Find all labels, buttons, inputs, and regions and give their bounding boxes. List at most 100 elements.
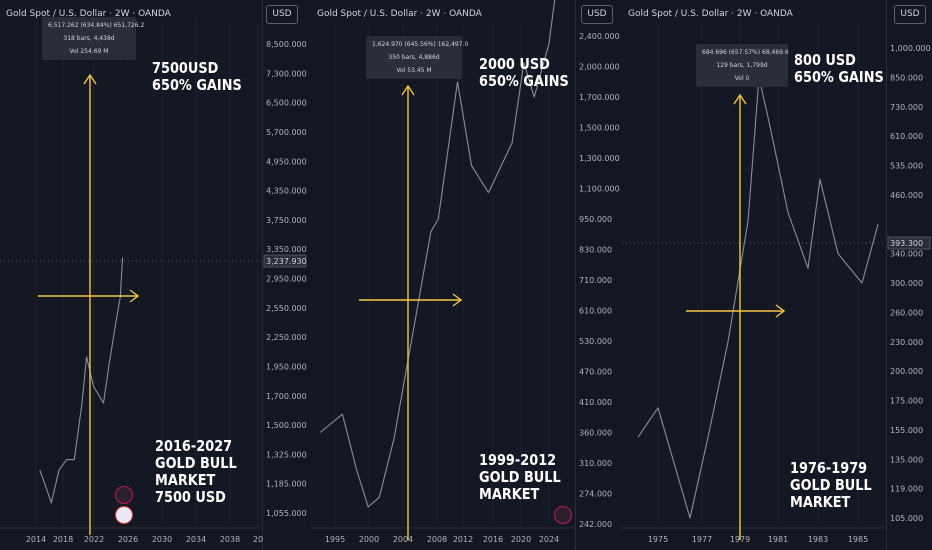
x-tick-label: 2022 xyxy=(84,535,104,544)
y-tick-label: 260.000 xyxy=(890,308,923,317)
y-tick-label: 119.000 xyxy=(890,485,923,494)
annotation-bottom-1-line-2: GOLD BULL xyxy=(155,454,237,472)
y-tick-label: 360.000 xyxy=(579,429,612,438)
y-tick-label: 950.000 xyxy=(579,215,612,224)
tooltip-change-1: 6,517.262 (634.84%) 651,726.2 xyxy=(48,22,145,29)
tooltip-volume-1: Vol 254.69 M xyxy=(69,48,109,55)
tooltip-volume-3: Vol 0 xyxy=(734,75,750,82)
y-tick-label: 135.000 xyxy=(890,455,923,464)
arrow-head-up xyxy=(733,93,747,105)
annotation-top-3-line-1: 800 USD xyxy=(794,51,856,69)
chart-title-1: Gold Spot / U.S. Dollar · 2W · OANDA xyxy=(6,9,171,19)
annotation-bottom-1-line-3: MARKET xyxy=(155,471,216,489)
y-tick-label: 2,550.000 xyxy=(266,304,307,313)
price-axis-3 xyxy=(886,0,932,550)
annotation-top-2-line-1: 2000 USD xyxy=(479,55,550,73)
x-tick-label: 1983 xyxy=(808,535,828,544)
time-axis-band xyxy=(311,528,575,550)
arrow-head-right xyxy=(129,289,140,303)
y-tick-label: 3,350.000 xyxy=(266,245,307,254)
y-tick-label: 530.000 xyxy=(579,337,612,346)
current-price-label: 3,237.930 xyxy=(266,257,307,266)
flash-icon[interactable] xyxy=(115,486,133,504)
price-axis-labels: 2,400.000 2,000.000 1,700.000 1,500.000 1,30… xyxy=(325,32,620,544)
y-tick-label: 1,500.000 xyxy=(579,124,620,133)
chart-panel-1: Gold Spot / U.S. Dollar · 2W · OANDA USD… xyxy=(0,0,310,550)
chart-title-2: Gold Spot / U.S. Dollar · 2W · OANDA xyxy=(317,9,482,19)
x-tick-label: 1985 xyxy=(848,535,868,544)
x-tick-label: 20 xyxy=(253,535,263,544)
currency-button-3[interactable]: USD xyxy=(894,5,926,24)
x-tick-label: 1977 xyxy=(692,535,712,544)
y-tick-label: 6,500.000 xyxy=(266,99,307,108)
y-tick-label: 470.000 xyxy=(579,368,612,377)
chart-title-3: Gold Spot / U.S. Dollar · 2W · OANDA xyxy=(628,9,793,19)
annotation-bottom-1: 2016-2027 GOLD BULL MARKET 7500 USD xyxy=(155,438,237,506)
arrow-head-right xyxy=(775,304,786,318)
x-tick-label: 1981 xyxy=(768,535,788,544)
annotation-top-3-line-2: 650% GAINS xyxy=(794,68,884,86)
price-series-line xyxy=(39,257,124,504)
price-chart-1 xyxy=(0,22,262,550)
x-tick-label: 2026 xyxy=(118,535,138,544)
y-tick-label: 1,055.000 xyxy=(266,509,307,518)
annotation-bottom-3: 1976-1979 GOLD BULL MARKET xyxy=(790,460,872,511)
x-tick-label: 2024 xyxy=(539,535,559,544)
y-tick-label: 1,185.000 xyxy=(266,480,307,489)
currency-button-1[interactable]: USD xyxy=(266,5,298,24)
y-tick-label: 830.000 xyxy=(579,246,612,255)
annotation-top-3: 800 USD 650% GAINS xyxy=(794,52,884,86)
currency-button-2[interactable]: USD xyxy=(581,5,613,24)
y-tick-label: 242.000 xyxy=(579,520,612,529)
y-tick-label: 155.000 xyxy=(890,426,923,435)
y-tick-label: 340.000 xyxy=(890,250,923,259)
y-tick-label: 4,350.000 xyxy=(266,187,307,196)
x-tick-label: 2030 xyxy=(152,535,172,544)
current-price-label: 393.300 xyxy=(890,239,923,248)
y-tick-label: 8,500.000 xyxy=(266,40,307,49)
y-tick-label: 1,300.000 xyxy=(579,154,620,163)
y-tick-label: 410.000 xyxy=(579,398,612,407)
price-axis-1 xyxy=(262,0,310,550)
y-tick-label: 535.000 xyxy=(890,162,923,171)
y-tick-label: 4,950.000 xyxy=(266,157,307,166)
arrow-head-right xyxy=(452,293,463,307)
measure-tooltip-1: 6,517.262 (634.84%) 651,726.2 318 bars, … xyxy=(42,17,145,60)
x-tick-label: 2020 xyxy=(511,535,531,544)
y-tick-label: 610.000 xyxy=(890,132,923,141)
annotation-bottom-1-line-1: 2016-2027 xyxy=(155,437,233,455)
y-tick-label: 274.000 xyxy=(579,490,612,499)
arrow-head-up xyxy=(83,73,97,85)
tooltip-volume-2: Vol 53.45 M xyxy=(396,67,432,74)
x-tick-label: 2034 xyxy=(186,535,206,544)
y-tick-label: 1,100.000 xyxy=(579,185,620,194)
time-axis-band xyxy=(0,528,262,550)
current-price-box xyxy=(263,254,307,268)
annotation-bottom-2-line-1: 1999-2012 xyxy=(479,451,557,469)
tooltip-bars-3: 129 bars, 1,799d xyxy=(716,62,768,69)
y-tick-label: 175.000 xyxy=(890,397,923,406)
y-tick-label: 2,400.000 xyxy=(579,32,620,41)
annotation-top-1-line-1: 7500USD xyxy=(152,59,219,77)
x-tick-label: 2012 xyxy=(453,535,473,544)
y-tick-label: 105.000 xyxy=(890,514,923,523)
annotation-top-2-line-2: 650% GAINS xyxy=(479,72,569,90)
current-price-box xyxy=(887,236,931,250)
time-axis-band xyxy=(622,528,886,550)
price-chart-2 xyxy=(311,0,575,550)
chart-panel-3: Gold Spot / U.S. Dollar · 2W · OANDA USD… xyxy=(622,0,932,550)
y-tick-label: 1,700.000 xyxy=(579,93,620,102)
annotation-bottom-2-line-3: MARKET xyxy=(479,485,540,503)
price-axis-labels: 1,000.000 850.000 730.000 610.000 535.000 460… xyxy=(648,44,931,544)
price-series-line xyxy=(319,0,556,508)
x-tick-label: 2014 xyxy=(26,535,46,544)
tooltip-bars-1: 318 bars, 4,438d xyxy=(63,35,115,42)
y-tick-label: 1,500.000 xyxy=(266,421,307,430)
measure-tooltip-2: 1,624.970 (645.56%) 162,497.0 350 bars, … xyxy=(366,36,469,79)
tooltip-change-2: 1,624.970 (645.56%) 162,497.0 xyxy=(372,41,469,48)
tooltip-change-3: 684.696 (657.57%) 68,469.6 xyxy=(702,49,789,56)
us-flag-icon[interactable] xyxy=(115,506,133,524)
y-tick-label: 5,700.000 xyxy=(266,128,307,137)
flash-icon[interactable] xyxy=(554,506,572,524)
price-axis-labels: 8,500.000 7,300.000 6,500.000 5,700.000 4,95… xyxy=(26,40,307,544)
